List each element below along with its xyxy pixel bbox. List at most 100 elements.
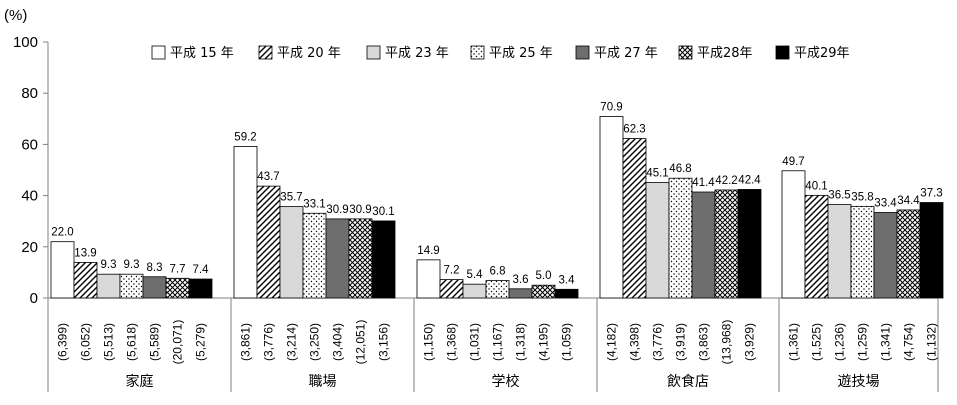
y-tick-label: 40 <box>21 188 38 205</box>
sample-size-label: (3,404) <box>331 323 345 361</box>
sample-size-label: (1,259) <box>856 323 870 361</box>
bar-diagonal <box>804 194 829 299</box>
sample-size-label: (1,318) <box>514 323 528 361</box>
bar-black <box>371 220 396 299</box>
bar-lightgray <box>827 204 852 299</box>
bar-value-label: 7.4 <box>193 264 210 276</box>
bar-value-label: 41.4 <box>692 177 715 189</box>
category-label: 職場 <box>309 374 337 390</box>
sample-size-label: (12,051) <box>354 320 368 365</box>
bar-value-label: 7.7 <box>170 263 186 275</box>
bar-white <box>233 146 258 299</box>
bar-crosshatch <box>165 277 190 299</box>
bar-crosshatch <box>714 189 739 299</box>
bar-white <box>416 259 441 299</box>
bar-diagonal <box>622 138 647 299</box>
legend-label: 平成29年 <box>794 46 850 61</box>
legend-label: 平成 20 年 <box>277 46 341 61</box>
sample-size-label: (3,776) <box>651 323 665 361</box>
sample-size-label: (3,929) <box>743 323 757 361</box>
legend-swatch-lightgray <box>366 45 381 60</box>
bar-value-label: 30.9 <box>326 204 348 216</box>
legend-swatch-darkgray <box>575 45 590 60</box>
bar-value-label: 45.1 <box>646 168 668 180</box>
legend-swatch-dots <box>470 45 485 60</box>
bar-lightgray <box>645 182 670 299</box>
bar-value-label: 22.0 <box>51 227 73 239</box>
bar-value-label: 9.3 <box>101 259 117 271</box>
bar-value-label: 46.8 <box>669 163 691 175</box>
sample-size-label: (1,150) <box>422 323 436 361</box>
bar-dots <box>850 205 875 299</box>
bar-diagonal <box>439 279 464 299</box>
bar-value-label: 30.9 <box>349 204 371 216</box>
bar-diagonal <box>256 185 281 299</box>
bar-black <box>554 288 579 299</box>
sample-size-label: (1,167) <box>491 323 505 361</box>
bar-lightgray <box>96 273 121 299</box>
bar-dots <box>485 280 510 299</box>
bar-crosshatch <box>531 284 556 299</box>
sample-size-label: (1,368) <box>445 323 459 361</box>
bar-dots <box>668 177 693 299</box>
category-label: 遊技場 <box>838 374 880 390</box>
legend-swatch-diagonal <box>258 45 273 60</box>
bar-value-label: 40.1 <box>805 180 827 192</box>
bar-value-label: 13.9 <box>74 247 96 259</box>
sample-size-label: (13,968) <box>720 320 734 365</box>
bar-value-label: 3.4 <box>559 274 576 286</box>
sample-size-label: (3,156) <box>377 323 391 361</box>
sample-size-label: (1,525) <box>810 323 824 361</box>
bar-value-label: 36.5 <box>828 190 850 202</box>
y-tick-label: 60 <box>21 136 38 153</box>
sample-size-label: (20,071) <box>171 320 185 365</box>
bar-value-label: 33.1 <box>303 198 325 210</box>
y-tick-label: 100 <box>13 34 38 51</box>
bar-black <box>919 202 944 299</box>
bar-diagonal <box>73 262 98 299</box>
bar-value-label: 35.7 <box>280 192 302 204</box>
sample-size-label: (1,059) <box>560 323 574 361</box>
sample-size-label: (4,754) <box>902 323 916 361</box>
bar-value-label: 9.3 <box>124 259 140 271</box>
bar-white <box>781 170 806 299</box>
sample-size-label: (1,361) <box>787 323 801 361</box>
sample-size-label: (1,236) <box>833 323 847 361</box>
bar-dots <box>302 212 327 299</box>
sample-size-label: (4,182) <box>605 323 619 361</box>
bar-value-label: 49.7 <box>782 156 804 168</box>
bar-value-label: 33.4 <box>874 197 897 209</box>
bar-value-label: 8.3 <box>147 262 163 274</box>
bar-darkgray <box>508 288 533 299</box>
sample-size-label: (3,776) <box>262 323 276 361</box>
bar-value-label: 42.2 <box>715 175 737 187</box>
sample-size-label: (1,341) <box>879 323 893 361</box>
bar-crosshatch <box>896 209 921 299</box>
sample-size-label: (5,589) <box>148 323 162 361</box>
sample-size-label: (4,398) <box>628 323 642 361</box>
sample-size-label: (1,031) <box>468 323 482 361</box>
legend-swatch-white <box>151 45 166 60</box>
legend-label: 平成 15 年 <box>170 46 234 61</box>
sample-size-label: (3,250) <box>308 323 322 361</box>
bar-value-label: 5.4 <box>467 269 484 281</box>
bar-crosshatch <box>348 218 373 299</box>
sample-size-label: (3,919) <box>674 323 688 361</box>
legend-label: 平成28年 <box>697 46 753 61</box>
category-label: 学校 <box>492 373 520 390</box>
sample-size-label: (5,279) <box>194 323 208 361</box>
bar-darkgray <box>325 218 350 299</box>
bar-black <box>188 278 213 299</box>
bar-value-label: 6.8 <box>490 266 506 278</box>
legend-label: 平成 25 年 <box>489 46 553 61</box>
legend-label: 平成 23 年 <box>385 46 449 61</box>
bar-value-label: 62.3 <box>623 124 645 136</box>
bar-value-label: 43.7 <box>257 171 279 183</box>
bar-value-label: 37.3 <box>920 188 942 200</box>
legend: 平成 15 年 平成 20 年 平成 23 年 平成 25 年 平成 27 年 平成28年… <box>151 45 850 61</box>
bar-value-label: 59.2 <box>234 131 256 143</box>
bar-value-label: 70.9 <box>600 101 622 113</box>
sample-size-label: (3,863) <box>697 323 711 361</box>
y-tick-label: 80 <box>21 85 38 102</box>
